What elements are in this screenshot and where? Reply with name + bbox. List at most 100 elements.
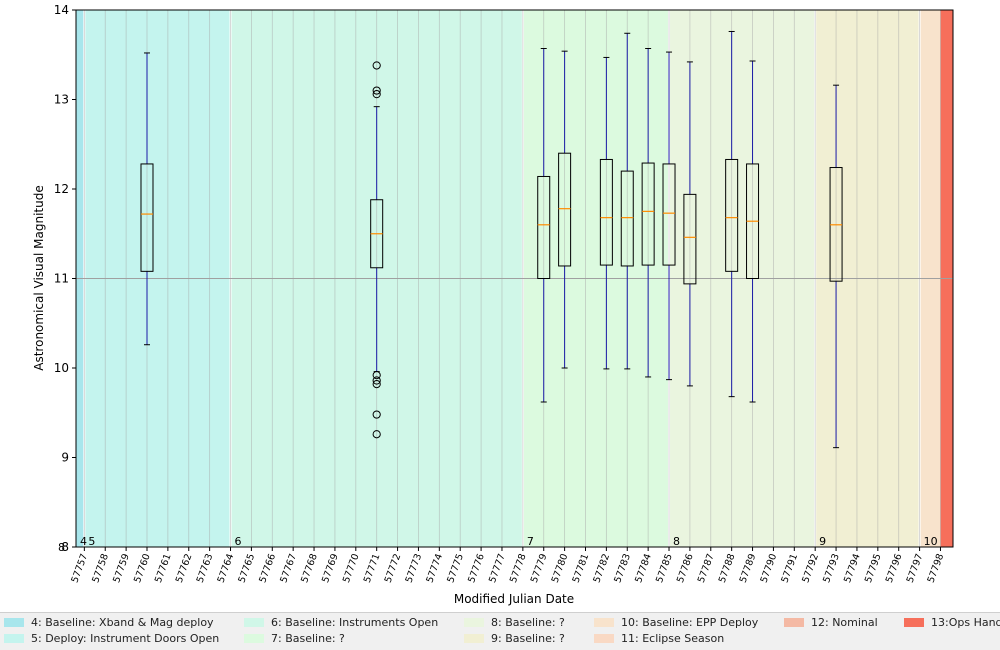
box-body <box>620 170 634 267</box>
legend-label: 5: Deploy: Instrument Doors Open <box>31 632 220 645</box>
outlier-point <box>372 371 381 380</box>
box-57783 <box>620 32 634 370</box>
x-tick-label: 57794 <box>842 552 863 584</box>
legend-item-6: 6: Baseline: Instruments Open <box>244 615 438 630</box>
legend-label: 12: Nominal <box>811 616 878 629</box>
y-corner-label: 8 <box>58 541 65 554</box>
x-tick-label: 57765 <box>237 552 258 584</box>
x-tick-label: 57771 <box>362 552 383 584</box>
legend-label: 10: Baseline: EPP Deploy <box>621 616 759 629</box>
legend-item-8: 8: Baseline: ? <box>464 615 565 630</box>
x-tick-label: 57785 <box>654 552 675 584</box>
legend-label: 9: Baseline: ? <box>491 632 565 645</box>
x-tick-label: 57769 <box>320 552 341 584</box>
x-tick-label: 57760 <box>132 552 153 584</box>
x-tick-label: 57780 <box>550 552 571 584</box>
outlier-point <box>372 410 381 419</box>
legend-swatch <box>244 633 264 643</box>
phase-marker-7: 7 <box>527 535 534 548</box>
legend-swatch <box>784 617 804 627</box>
x-tick-label: 57777 <box>487 552 508 584</box>
box-57785 <box>662 51 676 381</box>
x-tick-label: 57766 <box>257 552 278 584</box>
x-tick-label: 57776 <box>466 552 487 584</box>
y-tick-label: 13 <box>54 93 69 107</box>
box-57789 <box>746 60 760 403</box>
outlier-point <box>372 430 381 439</box>
legend-item-10: 10: Baseline: EPP Deploy <box>594 615 758 630</box>
x-tick-label: 57775 <box>445 552 466 584</box>
phase-legend: 4: Baseline: Xband & Mag deploy 5: Deploy… <box>0 612 1000 650</box>
phase-marker-4: 4 <box>80 535 87 548</box>
box-body <box>662 163 676 266</box>
x-tick-label: 57772 <box>383 552 404 584</box>
box-body <box>537 175 551 279</box>
box-body <box>140 163 154 272</box>
legend-swatch <box>244 617 264 627</box>
x-tick-label: 57758 <box>90 552 111 584</box>
box-body <box>683 193 697 285</box>
x-tick-label: 57795 <box>863 552 884 584</box>
box-57780 <box>558 50 572 369</box>
x-tick-label: 57791 <box>779 552 800 584</box>
legend-item-5: 5: Deploy: Instrument Doors Open <box>4 631 219 646</box>
x-tick-label: 57787 <box>696 552 717 584</box>
x-tick-label: 57778 <box>508 552 529 584</box>
x-tick-label: 57798 <box>926 552 947 584</box>
box-57760 <box>140 52 154 346</box>
phase-marker-10: 10 <box>924 535 938 548</box>
x-tick-label: 57757 <box>69 552 90 584</box>
y-tick-label: 12 <box>54 182 69 196</box>
x-tick-label: 57762 <box>174 552 195 584</box>
y-tick-label: 9 <box>61 451 69 465</box>
box-57782 <box>599 56 613 370</box>
legend-label: 4: Baseline: Xband & Mag deploy <box>31 616 214 629</box>
box-body <box>725 158 739 272</box>
x-tick-label: 57788 <box>717 552 738 584</box>
x-tick-label: 57792 <box>800 552 821 584</box>
legend-swatch <box>4 617 24 627</box>
x-tick-label: 57764 <box>216 552 237 584</box>
legend-swatch <box>464 633 484 643</box>
x-tick-label: 57793 <box>821 552 842 584</box>
legend-swatch <box>464 617 484 627</box>
x-tick-label: 57789 <box>738 552 759 584</box>
x-tick-label: 57773 <box>404 552 425 584</box>
x-tick-label: 57782 <box>592 552 613 584</box>
legend-swatch <box>904 617 924 627</box>
x-tick-label: 57759 <box>111 552 132 584</box>
legend-swatch <box>594 617 614 627</box>
box-57771 <box>370 61 384 439</box>
legend-swatch <box>4 633 24 643</box>
x-tick-label: 57796 <box>884 552 905 584</box>
box-57786 <box>683 61 697 387</box>
outlier-point <box>372 90 381 99</box>
x-tick-label: 57797 <box>905 552 926 584</box>
x-tick-label: 57774 <box>424 552 445 584</box>
legend-swatch <box>594 633 614 643</box>
x-tick-label: 57781 <box>571 552 592 584</box>
y-tick-label: 8 <box>61 540 69 554</box>
legend-label: 7: Baseline: ? <box>271 632 345 645</box>
box-body <box>641 162 655 266</box>
legend-item-9: 9: Baseline: ? <box>464 631 565 646</box>
phase-marker-8: 8 <box>673 535 680 548</box>
outlier-point <box>372 86 381 95</box>
outlier-point <box>372 61 381 70</box>
legend-item-12: 12: Nominal <box>784 615 878 630</box>
outlier-point <box>372 380 381 389</box>
axis-labels: Modified Julian Date Astronomical Visual… <box>32 185 574 606</box>
box-57793 <box>829 84 843 449</box>
box-57784 <box>641 47 655 378</box>
x-tick-label: 57786 <box>675 552 696 584</box>
x-tick-label: 57763 <box>195 552 216 584</box>
legend-item-4: 4: Baseline: Xband & Mag deploy <box>4 615 214 630</box>
y-axis-label: Astronomical Visual Magnitude <box>32 185 46 370</box>
legend-label: 6: Baseline: Instruments Open <box>271 616 439 629</box>
x-tick-label: 57767 <box>278 552 299 584</box>
x-tick-label: 57783 <box>612 552 633 584</box>
box-body <box>599 158 613 266</box>
x-tick-label: 57768 <box>299 552 320 584</box>
y-tick-label: 14 <box>54 3 69 17</box>
x-tick-label: 57770 <box>341 552 362 584</box>
